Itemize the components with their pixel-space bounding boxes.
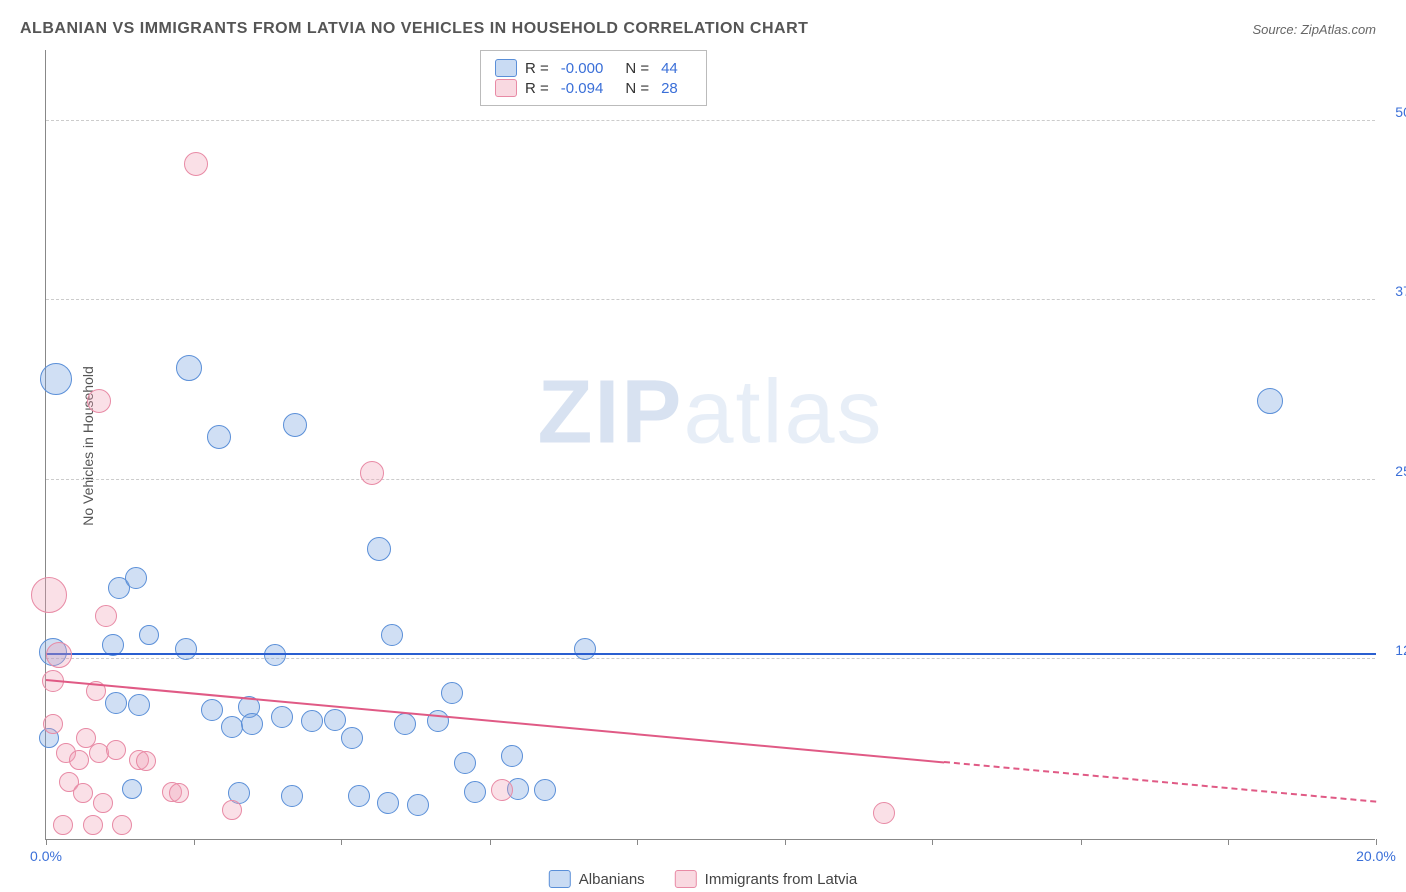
data-point [93,793,113,813]
trend-line [944,761,1376,803]
x-tick-label: 0.0% [30,848,62,864]
data-point [106,740,126,760]
data-point [381,624,403,646]
n-value: 28 [661,80,678,97]
data-point [69,750,89,770]
y-tick-label: 12.5% [1385,642,1406,658]
data-point [139,625,159,645]
data-point [87,389,111,413]
data-point [534,779,556,801]
data-point [95,605,117,627]
data-point [112,815,132,835]
r-label: R = [525,60,549,77]
x-tick [637,839,638,845]
data-point [125,567,147,589]
data-point [175,638,197,660]
n-value: 44 [661,60,678,77]
n-label: N = [625,60,649,77]
series-legend-item: Immigrants from Latvia [675,870,858,888]
legend-swatch [495,79,517,97]
data-point [281,785,303,807]
stats-legend-row: R = -0.000 N = 44 [495,59,692,77]
data-point [271,706,293,728]
data-point [1257,388,1283,414]
chart-source: Source: ZipAtlas.com [1252,22,1376,37]
data-point [407,794,429,816]
r-value: -0.000 [561,60,604,77]
watermark: ZIPatlas [537,361,883,464]
stats-legend-row: R = -0.094 N = 28 [495,79,692,97]
legend-swatch [549,870,571,888]
gridline [46,120,1375,121]
x-tick [490,839,491,845]
x-tick [194,839,195,845]
y-tick-label: 25.0% [1385,463,1406,479]
series-legend-item: Albanians [549,870,645,888]
trend-line [46,653,1376,655]
r-label: R = [525,80,549,97]
n-label: N = [625,80,649,97]
gridline [46,479,1375,480]
data-point [31,577,67,613]
stats-legend: R = -0.000 N = 44 R = -0.094 N = 28 [480,50,707,106]
data-point [105,692,127,714]
data-point [441,682,463,704]
data-point [324,709,346,731]
data-point [176,355,202,381]
data-point [377,792,399,814]
scatter-plot: ZIPatlas 12.5%25.0%37.5%50.0%0.0%20.0% [45,50,1375,840]
data-point [53,815,73,835]
x-tick [46,839,47,845]
data-point [360,461,384,485]
data-point [136,751,156,771]
data-point [873,802,895,824]
data-point [122,779,142,799]
r-value: -0.094 [561,80,604,97]
legend-swatch [495,59,517,77]
data-point [83,815,103,835]
data-point [501,745,523,767]
data-point [464,781,486,803]
data-point [43,714,63,734]
y-tick-label: 50.0% [1385,104,1406,120]
x-tick [1376,839,1377,845]
x-tick [785,839,786,845]
data-point [367,537,391,561]
data-point [222,800,242,820]
x-tick-label: 20.0% [1356,848,1396,864]
data-point [169,783,189,803]
y-tick-label: 37.5% [1385,283,1406,299]
data-point [574,638,596,660]
data-point [454,752,476,774]
x-tick [1081,839,1082,845]
data-point [283,413,307,437]
data-point [128,694,150,716]
trend-line [46,679,944,763]
gridline [46,658,1375,659]
data-point [348,785,370,807]
legend-label: Albanians [579,871,645,888]
data-point [184,152,208,176]
x-tick [341,839,342,845]
data-point [207,425,231,449]
series-legend: Albanians Immigrants from Latvia [549,870,857,888]
data-point [40,363,72,395]
data-point [264,644,286,666]
data-point [301,710,323,732]
x-tick [932,839,933,845]
data-point [201,699,223,721]
data-point [73,783,93,803]
data-point [394,713,416,735]
legend-label: Immigrants from Latvia [705,871,858,888]
data-point [46,642,72,668]
chart-title: ALBANIAN VS IMMIGRANTS FROM LATVIA NO VE… [20,20,808,38]
x-tick [1228,839,1229,845]
data-point [491,779,513,801]
data-point [241,713,263,735]
gridline [46,299,1375,300]
data-point [221,716,243,738]
legend-swatch [675,870,697,888]
data-point [341,727,363,749]
